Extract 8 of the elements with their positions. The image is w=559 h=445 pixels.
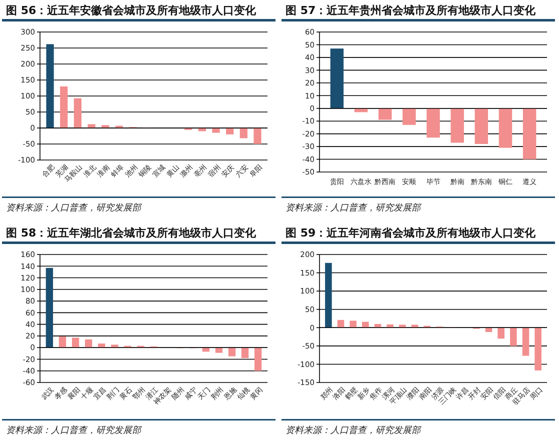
- text: 资料来源：人口普查，研究发展部: [6, 425, 142, 436]
- text: 资料来源：人口普查，研究发展部: [286, 425, 422, 436]
- chart-title: 图 59：近五年河南省会城市及所有地级市人口变化: [286, 226, 537, 240]
- text: 资料来源：人口普查，研究发展部: [6, 202, 142, 214]
- text: 资料来源：人口普查，研究发展部: [286, 202, 422, 214]
- chart-title: 图 57：近五年贵州省会城市及所有地级市人口变化: [286, 4, 537, 17]
- chart-title: 图 56：近五年安徽省会城市及所有地级市人口变化: [6, 4, 258, 17]
- chart-title: 图 58：近五年湖北省会城市及所有地级市人口变化: [6, 226, 258, 240]
